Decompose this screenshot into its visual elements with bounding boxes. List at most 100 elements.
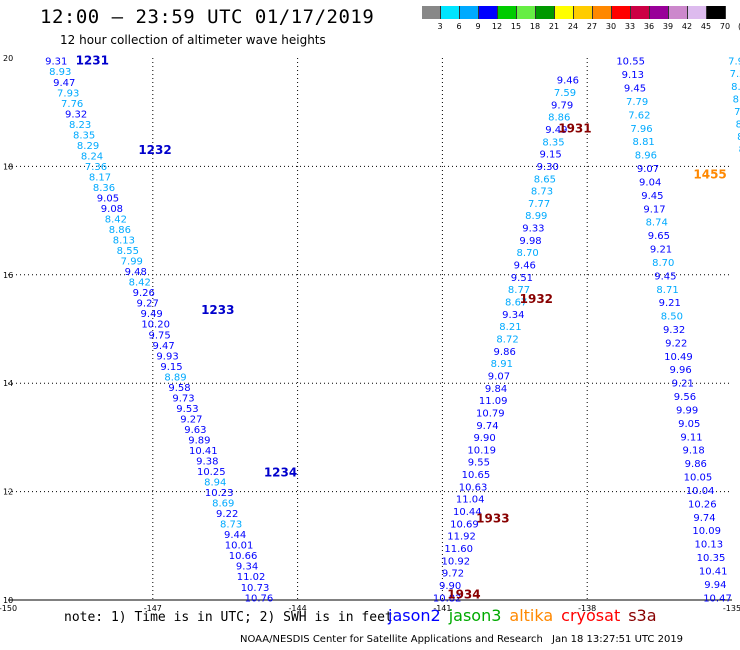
grid-lines <box>8 58 732 601</box>
color-scale-label: 45 <box>700 22 712 31</box>
color-scale-label: 12 <box>491 22 503 31</box>
wave-height-value: 7.96 <box>630 124 652 135</box>
wave-height-value: 9.56 <box>674 392 696 403</box>
wave-height-value: 9.45 <box>641 191 663 202</box>
wave-height-value: 10.47 <box>703 593 732 604</box>
wave-height-value: 7.59 <box>554 88 576 99</box>
wave-height-value: 8.70 <box>517 248 539 259</box>
wave-height-value: 8.21 <box>733 94 740 105</box>
y-tick-label: 16 <box>3 271 13 280</box>
wave-height-value: 9.46 <box>514 261 536 272</box>
wave-height-value: 9.30 <box>537 162 559 173</box>
wave-height-value: 10.01 <box>225 541 254 552</box>
wave-height-value: 9.65 <box>648 231 670 242</box>
wave-height-value: 7.99 <box>121 257 143 268</box>
wave-height-value: 8.77 <box>508 285 530 296</box>
wave-height-value: 8.74 <box>646 218 668 229</box>
x-tick-label: -147 <box>144 604 162 613</box>
legend-item-altika: altika <box>509 606 554 625</box>
wave-height-value: 9.27 <box>137 299 159 310</box>
wave-height-value: 9.11 <box>680 432 702 443</box>
wave-height-value: 9.96 <box>669 365 691 376</box>
wave-height-value: 9.48 <box>125 267 147 278</box>
color-scale-swatch <box>479 6 498 19</box>
wave-height-value: 11.92 <box>447 532 476 543</box>
wave-height-value: 7.79 <box>626 97 648 108</box>
altimeter-tracks: 9.318.939.477.937.769.328.238.358.298.24… <box>45 57 740 605</box>
x-tick-label: -135 <box>723 604 740 613</box>
wave-height-value: 9.79 <box>551 100 573 111</box>
wave-height-value: 9.49 <box>141 309 163 320</box>
color-scale-label: (ft) <box>736 22 740 31</box>
wave-height-value: 9.45 <box>624 84 646 95</box>
wave-height-value: 7.62 <box>628 110 650 121</box>
wave-height-value: 9.15 <box>540 150 562 161</box>
legend-item-s3a: s3a <box>628 606 657 625</box>
wave-height-value: 10.69 <box>450 519 479 530</box>
wave-height-value: 9.38 <box>196 457 218 468</box>
wave-height-value: 8.13 <box>113 236 135 247</box>
wave-height-value: 8.89 <box>164 372 186 383</box>
legend-item-jason3: jason3 <box>448 606 502 625</box>
wave-height-value: 10.25 <box>197 467 226 478</box>
wave-height-value: 10.65 <box>462 470 491 481</box>
wave-height-value: 9.94 <box>704 580 726 591</box>
wave-height-value: 8.42 <box>129 278 151 289</box>
wave-height-value: 9.86 <box>494 347 516 358</box>
wave-height-value: 8.81 <box>633 137 655 148</box>
wave-height-value: 7.93 <box>57 88 79 99</box>
wave-height-value: 8.86 <box>548 113 570 124</box>
wave-height-value: 9.84 <box>485 384 507 395</box>
wave-height-value: 10.55 <box>616 57 645 68</box>
wave-height-value: 9.21 <box>672 379 694 390</box>
color-scale-swatch <box>669 6 688 19</box>
color-scale-label: 42 <box>681 22 693 31</box>
wave-height-value: 9.34 <box>502 310 524 321</box>
color-scale-label: 6 <box>456 22 462 31</box>
wave-height-value: 9.58 <box>168 383 190 394</box>
color-scale-label: 30 <box>605 22 617 31</box>
wave-height-value: 9.47 <box>152 341 174 352</box>
wave-height-value: 10.92 <box>442 556 471 567</box>
wave-height-value: 9.04 <box>639 177 661 188</box>
wave-height-value: 9.32 <box>663 325 685 336</box>
timestamp-text: Jan 18 13:27:51 UTC 2019 <box>552 634 684 645</box>
wave-height-value: 8.17 <box>89 172 111 183</box>
wave-height-value: 9.26 <box>133 288 155 299</box>
pass-number-label: 1933 <box>476 512 509 526</box>
wave-height-value: 10.23 <box>205 488 234 499</box>
color-scale-swatch <box>536 6 555 19</box>
wave-height-value: 8.21 <box>499 322 521 333</box>
wave-height-value: 8.29 <box>77 141 99 152</box>
color-scale-swatch <box>574 6 593 19</box>
color-scale-swatch <box>460 6 479 19</box>
wave-height-value: 9.45 <box>654 271 676 282</box>
wave-height-value: 10.79 <box>476 408 505 419</box>
color-scale-label: 33 <box>624 22 636 31</box>
satellite-legend: jason2 jason3 altika cryosat s3a <box>388 606 665 625</box>
wave-height-value: 9.27 <box>180 414 202 425</box>
color-scale-swatch <box>555 6 574 19</box>
wave-height-value: 10.66 <box>229 551 258 562</box>
wave-height-value: 9.49 <box>545 125 567 136</box>
wave-height-value: 10.35 <box>697 553 726 564</box>
wave-height-value: 9.53 <box>176 404 198 415</box>
wave-height-value: 8.70 <box>652 258 674 269</box>
wave-height-value: 9.98 <box>519 236 541 247</box>
wave-height-value: 9.55 <box>468 458 490 469</box>
wave-height-value: 8.55 <box>117 246 139 257</box>
wave-height-value: 10.26 <box>688 499 717 510</box>
wave-height-value: 8.67 <box>505 298 527 309</box>
wave-height-value: 7.96 <box>728 57 740 68</box>
wave-height-value: 9.44 <box>224 530 246 541</box>
wave-height-value: 9.21 <box>659 298 681 309</box>
wave-height-value: 8.73 <box>220 520 242 531</box>
wave-height-value: 7.77 <box>528 199 550 210</box>
wave-height-value: 8.42 <box>737 132 740 143</box>
wave-height-value: 8.36 <box>93 183 115 194</box>
color-scale-label: 15 <box>510 22 522 31</box>
pass-number-label: 1931 <box>558 121 591 135</box>
color-scale-label: 3 <box>437 22 443 31</box>
wave-height-value: 9.22 <box>665 338 687 349</box>
wave-height-value: 11.60 <box>444 544 473 555</box>
